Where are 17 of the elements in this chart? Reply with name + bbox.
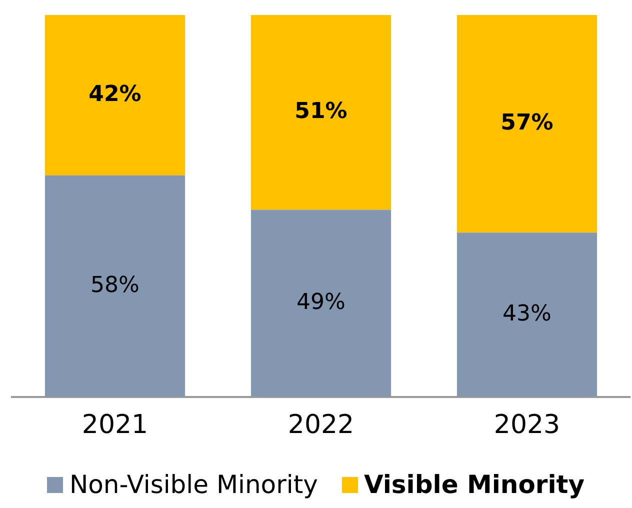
bar bbox=[44, 15, 186, 176]
bar bbox=[456, 232, 598, 397]
data-label: 49% bbox=[296, 290, 346, 315]
data-label: 58% bbox=[90, 272, 140, 298]
data-label: 42% bbox=[88, 82, 142, 107]
bar bbox=[456, 15, 598, 233]
data-label: 43% bbox=[502, 301, 552, 326]
x-tick-label: 2021 bbox=[82, 410, 148, 440]
legend-label: Visible Minority bbox=[364, 470, 585, 499]
bar bbox=[250, 15, 392, 210]
data-label: 57% bbox=[500, 110, 554, 136]
data-label: 51% bbox=[294, 99, 348, 124]
x-tick-label: 2023 bbox=[494, 410, 560, 440]
bar bbox=[250, 210, 392, 397]
bar bbox=[44, 175, 186, 397]
x-tick-label: 2022 bbox=[288, 410, 354, 440]
legend-label: Non-Visible Minority bbox=[69, 470, 318, 499]
